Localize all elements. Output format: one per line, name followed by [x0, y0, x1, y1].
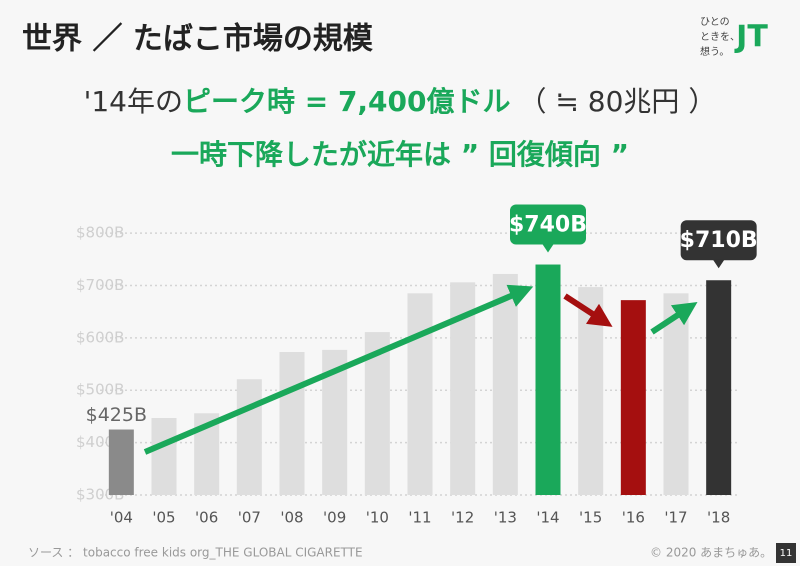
trend-arrow [143, 284, 534, 455]
bar [407, 293, 433, 495]
x-tick-label: '04 [110, 509, 133, 527]
value-label-pointer [542, 243, 554, 253]
bar [706, 280, 732, 495]
y-tick-label: $500B [76, 381, 124, 399]
arrows [143, 284, 698, 455]
value-label-box [680, 220, 757, 261]
value-label-pointer [712, 259, 725, 269]
value-label-box [510, 204, 586, 245]
bar [236, 379, 262, 495]
x-tick-label: '10 [366, 509, 389, 527]
x-tick-label: '12 [451, 509, 474, 527]
bar [108, 429, 134, 495]
x-tick-label: '07 [238, 509, 261, 527]
y-tick-label: $700B [76, 276, 124, 294]
x-tick-label: '18 [707, 509, 730, 527]
value-label: $740B [509, 213, 587, 238]
source: ソース ： tobacco free kids org_THE GLOBAL C… [28, 546, 363, 560]
slide-title: 世界 ／ たばこ市場の規模 [22, 22, 373, 57]
bar [620, 300, 646, 495]
y-tick-label: $600B [76, 328, 124, 346]
logo-text: ときを、 [700, 31, 740, 43]
bar [535, 264, 561, 495]
logo-text: 想う。 [700, 45, 729, 58]
bar [663, 293, 689, 495]
recovery-arrow [650, 302, 698, 335]
page-number-box [776, 543, 796, 563]
logo-text: ひとの [700, 16, 730, 28]
x-tick-label: '16 [622, 509, 645, 527]
headline: '14年のピーク時 = 7,400億ドル（ ≒ 80兆円 ） [84, 85, 717, 118]
bar [279, 352, 305, 495]
x-tick-label: '14 [536, 509, 559, 527]
subheadline: 一時下降したが近年は ” 回復傾向 ” [171, 138, 629, 171]
x-tick-label: '05 [152, 509, 175, 527]
x-tick-label: '08 [280, 509, 303, 527]
bar [492, 273, 518, 495]
copyright: © 2020 あまちゅあ。 [650, 546, 772, 560]
headline-part: ピーク時 = 7,400億ドル [183, 85, 511, 118]
value-label: $425B [86, 404, 147, 426]
x-tick-label: '09 [323, 509, 346, 527]
x-tick-label: '15 [579, 509, 602, 527]
x-tick-label: '06 [195, 509, 218, 527]
x-tick-label: '13 [494, 509, 517, 527]
x-tick-label: '17 [664, 509, 687, 527]
x-tick-label: '11 [408, 509, 431, 527]
page-number: 11 [780, 548, 793, 559]
headline-part: （ ≒ 80兆円 ） [519, 85, 717, 118]
decline-arrow [563, 293, 613, 327]
logo-mark: JT [734, 20, 768, 55]
headline-part: '14年の [84, 85, 183, 118]
y-tick-label: $800B [76, 224, 124, 242]
value-label: $710B [680, 228, 758, 253]
bar [151, 418, 177, 495]
